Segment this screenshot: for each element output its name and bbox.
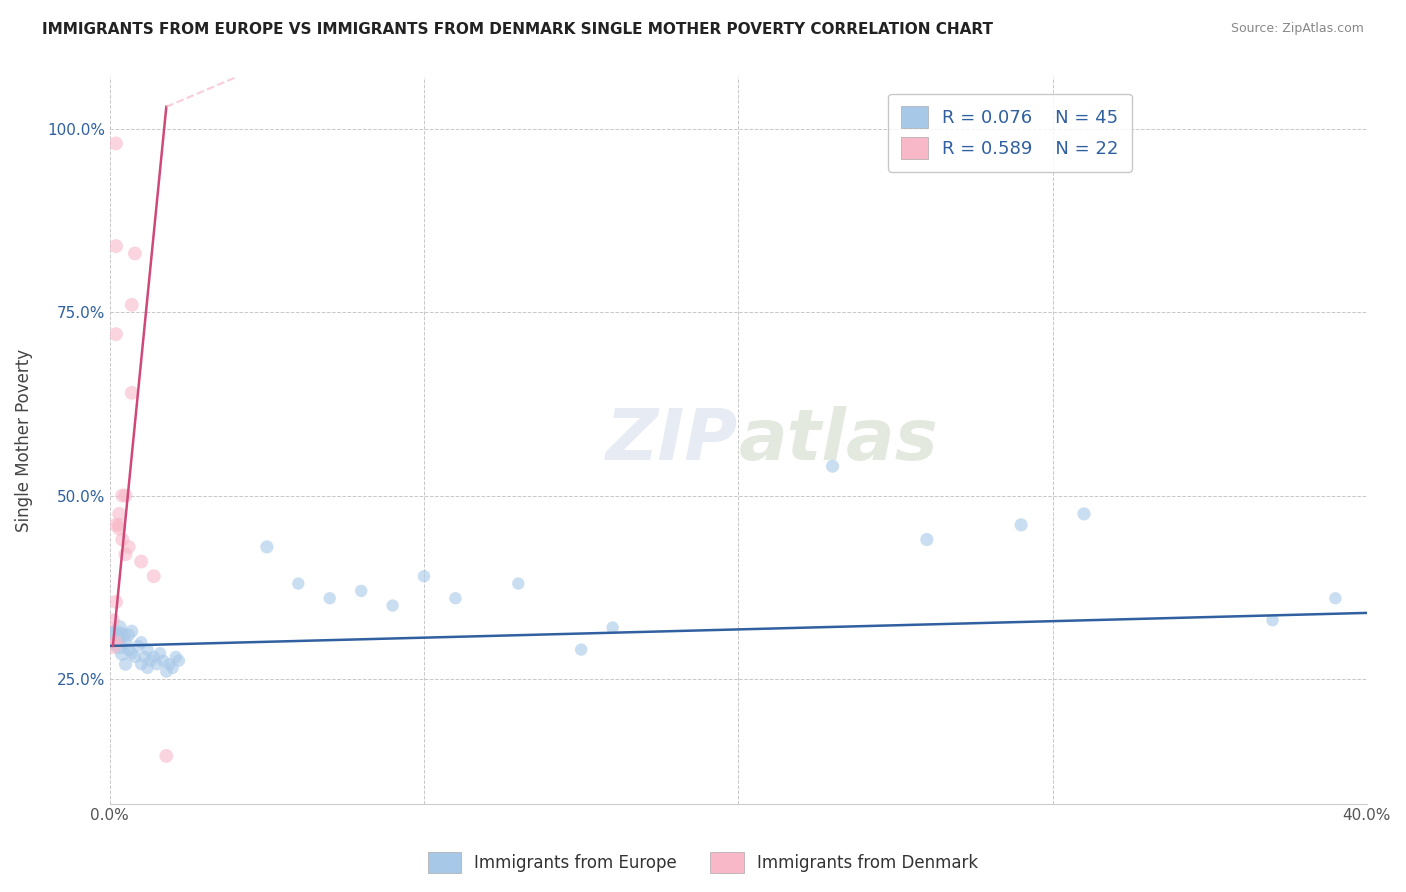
Point bbox=[350, 583, 373, 598]
Text: ZIP: ZIP bbox=[606, 406, 738, 475]
Point bbox=[108, 507, 131, 521]
Text: IMMIGRANTS FROM EUROPE VS IMMIGRANTS FROM DENMARK SINGLE MOTHER POVERTY CORRELAT: IMMIGRANTS FROM EUROPE VS IMMIGRANTS FRO… bbox=[42, 22, 993, 37]
Point bbox=[167, 654, 190, 668]
Point bbox=[381, 599, 404, 613]
Point bbox=[142, 569, 165, 583]
Point bbox=[146, 657, 169, 672]
Text: atlas: atlas bbox=[738, 406, 938, 475]
Point bbox=[114, 489, 136, 503]
Point bbox=[915, 533, 938, 547]
Point bbox=[413, 569, 436, 583]
Point bbox=[121, 646, 143, 660]
Point bbox=[134, 649, 156, 664]
Point bbox=[319, 591, 342, 606]
Point bbox=[121, 298, 143, 312]
Point bbox=[105, 635, 128, 649]
Point bbox=[155, 748, 177, 763]
Point bbox=[127, 639, 149, 653]
Point bbox=[117, 540, 139, 554]
Point bbox=[121, 624, 143, 639]
Point bbox=[508, 576, 530, 591]
Point bbox=[111, 646, 134, 660]
Point bbox=[105, 136, 128, 151]
Point bbox=[105, 239, 128, 253]
Point bbox=[124, 246, 146, 260]
Point bbox=[602, 621, 624, 635]
Point bbox=[129, 657, 152, 672]
Point bbox=[121, 385, 143, 400]
Point bbox=[444, 591, 467, 606]
Point bbox=[136, 661, 159, 675]
Legend: R = 0.076    N = 45, R = 0.589    N = 22: R = 0.076 N = 45, R = 0.589 N = 22 bbox=[889, 94, 1132, 172]
Point bbox=[159, 657, 181, 672]
Point bbox=[149, 646, 172, 660]
Point bbox=[105, 628, 128, 642]
Point bbox=[117, 628, 139, 642]
Legend: Immigrants from Europe, Immigrants from Denmark: Immigrants from Europe, Immigrants from … bbox=[420, 846, 986, 880]
Point bbox=[124, 649, 146, 664]
Point bbox=[142, 649, 165, 664]
Point bbox=[114, 657, 136, 672]
Text: Source: ZipAtlas.com: Source: ZipAtlas.com bbox=[1230, 22, 1364, 36]
Point bbox=[139, 654, 162, 668]
Point bbox=[108, 522, 131, 536]
Point bbox=[155, 665, 177, 679]
Point bbox=[105, 517, 128, 532]
Point bbox=[114, 635, 136, 649]
Point bbox=[111, 533, 134, 547]
Point bbox=[136, 642, 159, 657]
Point bbox=[1073, 507, 1095, 521]
Point bbox=[129, 635, 152, 649]
Point bbox=[111, 489, 134, 503]
Point bbox=[256, 540, 278, 554]
Point bbox=[101, 639, 124, 653]
Point bbox=[1261, 613, 1284, 627]
Point bbox=[1010, 517, 1032, 532]
Point bbox=[569, 642, 592, 657]
Point bbox=[108, 639, 131, 653]
Point bbox=[101, 632, 124, 646]
Y-axis label: Single Mother Poverty: Single Mother Poverty bbox=[15, 349, 32, 533]
Point bbox=[1324, 591, 1347, 606]
Point bbox=[105, 595, 128, 609]
Point bbox=[117, 642, 139, 657]
Point bbox=[108, 517, 131, 532]
Point bbox=[101, 613, 124, 627]
Point bbox=[114, 547, 136, 561]
Point bbox=[129, 555, 152, 569]
Point bbox=[108, 621, 131, 635]
Point bbox=[287, 576, 309, 591]
Point bbox=[165, 649, 187, 664]
Point bbox=[162, 661, 184, 675]
Point bbox=[821, 459, 844, 474]
Point bbox=[152, 654, 174, 668]
Point bbox=[111, 628, 134, 642]
Point bbox=[105, 327, 128, 342]
